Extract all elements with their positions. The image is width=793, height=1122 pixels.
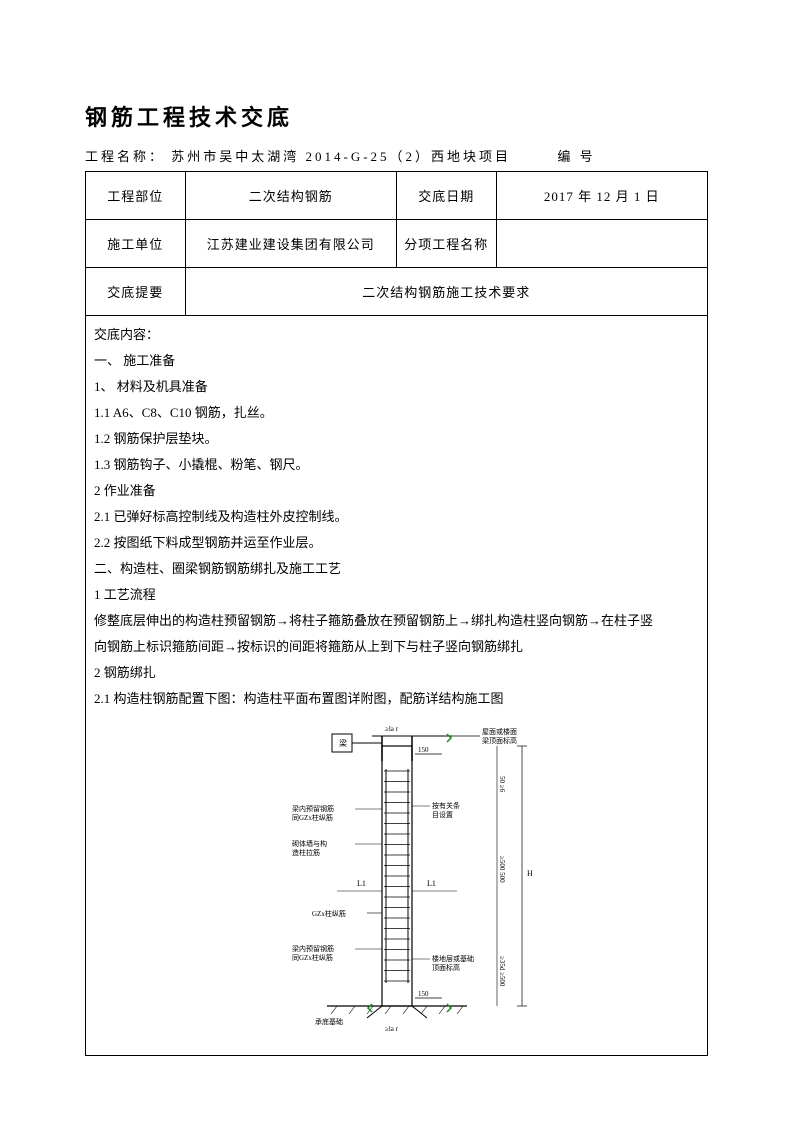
content-line: 2 作业准备 bbox=[94, 478, 699, 504]
cell-summary-value: 二次结构钢筋施工技术要求 bbox=[185, 268, 707, 316]
svg-text:50 ≥6: 50 ≥6 bbox=[498, 776, 506, 793]
content-line: 2.1 已弹好标高控制线及构造柱外皮控制线。 bbox=[94, 504, 699, 530]
content-line: 一、 施工准备 bbox=[94, 348, 699, 374]
svg-text:按有关条: 按有关条 bbox=[432, 801, 460, 810]
content-line: 1.3 钢筋钩子、小撬棍、粉笔、钢尺。 bbox=[94, 452, 699, 478]
svg-text:顶面标高: 顶面标高 bbox=[432, 963, 460, 972]
svg-text:≥la r: ≥la r bbox=[385, 725, 399, 733]
svg-text:梁顶面标高: 梁顶面标高 bbox=[482, 736, 517, 745]
content-line: 2 钢筋绑扎 bbox=[94, 660, 699, 686]
rebar-diagram: 梁 150 屋面或楼面梁顶面标高 H 50 ≥6 ≥500 500 ≥35d ≥500 梁内预… bbox=[237, 716, 557, 1036]
content-line: 二、构造柱、圈梁钢筋钢筋绑扎及施工工艺 bbox=[94, 556, 699, 582]
svg-text:≥500 500: ≥500 500 bbox=[498, 856, 506, 883]
subtitle-row: 工程名称： 苏州市吴中太湖湾 2014-G-25（2）西地块项目 编 号 bbox=[85, 146, 708, 165]
svg-text:H: H bbox=[527, 869, 533, 878]
content-line: 交底内容： bbox=[94, 322, 699, 348]
svg-text:承底基础: 承底基础 bbox=[315, 1017, 343, 1026]
svg-text:屋面或楼面: 屋面或楼面 bbox=[482, 727, 517, 736]
svg-text:梁内预留钢筋: 梁内预留钢筋 bbox=[292, 944, 334, 953]
svg-text:150: 150 bbox=[418, 990, 429, 998]
cell-unit-value: 江苏建业建设集团有限公司 bbox=[185, 220, 396, 268]
project-label: 工程名称： bbox=[85, 146, 165, 165]
svg-text:≥la r: ≥la r bbox=[385, 1025, 399, 1033]
svg-text:≥35d ≥500: ≥35d ≥500 bbox=[498, 956, 506, 987]
cell-date-value: 2017 年 12 月 1 日 bbox=[496, 172, 708, 220]
table-row: 工程部位 二次结构钢筋 交底日期 2017 年 12 月 1 日 bbox=[86, 172, 708, 220]
svg-text:砌体墙与构: 砌体墙与构 bbox=[292, 839, 327, 848]
doc-title: 钢筋工程技术交底 bbox=[85, 100, 708, 132]
svg-text:GZx柱纵筋: GZx柱纵筋 bbox=[312, 909, 346, 918]
content-line: 1 工艺流程 bbox=[94, 582, 699, 608]
cell-summary-label: 交底提要 bbox=[86, 268, 186, 316]
content-line: 2.1 构造柱钢筋配置下图：构造柱平面布置图详附图，配筋详结构施工图 bbox=[94, 686, 699, 712]
cell-part-value: 二次结构钢筋 bbox=[185, 172, 396, 220]
svg-text:梁内预留钢筋: 梁内预留钢筋 bbox=[292, 804, 334, 813]
header-table: 工程部位 二次结构钢筋 交底日期 2017 年 12 月 1 日 施工单位 江苏… bbox=[85, 171, 708, 316]
content-line: 向钢筋上标识箍筋间距→按标识的间距将箍筋从上到下与柱子竖向钢筋绑扎 bbox=[94, 634, 699, 660]
content-line: 1.1 A6、C8、C10 钢筋，扎丝。 bbox=[94, 400, 699, 426]
svg-text:L1: L1 bbox=[427, 879, 436, 888]
content-line: 1.2 钢筋保护层垫块。 bbox=[94, 426, 699, 452]
svg-text:同GZx柱纵筋: 同GZx柱纵筋 bbox=[292, 813, 333, 822]
cell-subproj-value bbox=[496, 220, 708, 268]
svg-text:目设置: 目设置 bbox=[432, 810, 453, 819]
content-line: 2.2 按图纸下料成型钢筋并运至作业层。 bbox=[94, 530, 699, 556]
content-line: 修整底层伸出的构造柱预留钢筋→将柱子箍筋叠放在预留钢筋上→绑扎构造柱竖向钢筋→在… bbox=[94, 608, 699, 634]
svg-text:L1: L1 bbox=[357, 879, 366, 888]
table-row: 施工单位 江苏建业建设集团有限公司 分项工程名称 bbox=[86, 220, 708, 268]
content-box: 交底内容： 一、 施工准备 1、 材料及机具准备 1.1 A6、C8、C10 钢… bbox=[85, 316, 708, 1056]
project-name: 苏州市吴中太湖湾 2014-G-25（2）西地块项目 bbox=[171, 146, 511, 165]
code-label: 编 号 bbox=[557, 146, 595, 165]
cell-part-label: 工程部位 bbox=[86, 172, 186, 220]
cell-subproj-label: 分项工程名称 bbox=[396, 220, 496, 268]
svg-text:楼地层或基础: 楼地层或基础 bbox=[432, 954, 474, 963]
cell-date-label: 交底日期 bbox=[396, 172, 496, 220]
svg-text:同GZx柱纵筋: 同GZx柱纵筋 bbox=[292, 953, 333, 962]
content-line: 1、 材料及机具准备 bbox=[94, 374, 699, 400]
svg-text:150: 150 bbox=[418, 746, 429, 754]
svg-text:造柱拉筋: 造柱拉筋 bbox=[292, 848, 320, 857]
cell-unit-label: 施工单位 bbox=[86, 220, 186, 268]
diagram-container: 梁 150 屋面或楼面梁顶面标高 H 50 ≥6 ≥500 500 ≥35d ≥500 梁内预… bbox=[94, 716, 699, 1045]
svg-text:梁: 梁 bbox=[339, 739, 347, 748]
table-row: 交底提要 二次结构钢筋施工技术要求 bbox=[86, 268, 708, 316]
